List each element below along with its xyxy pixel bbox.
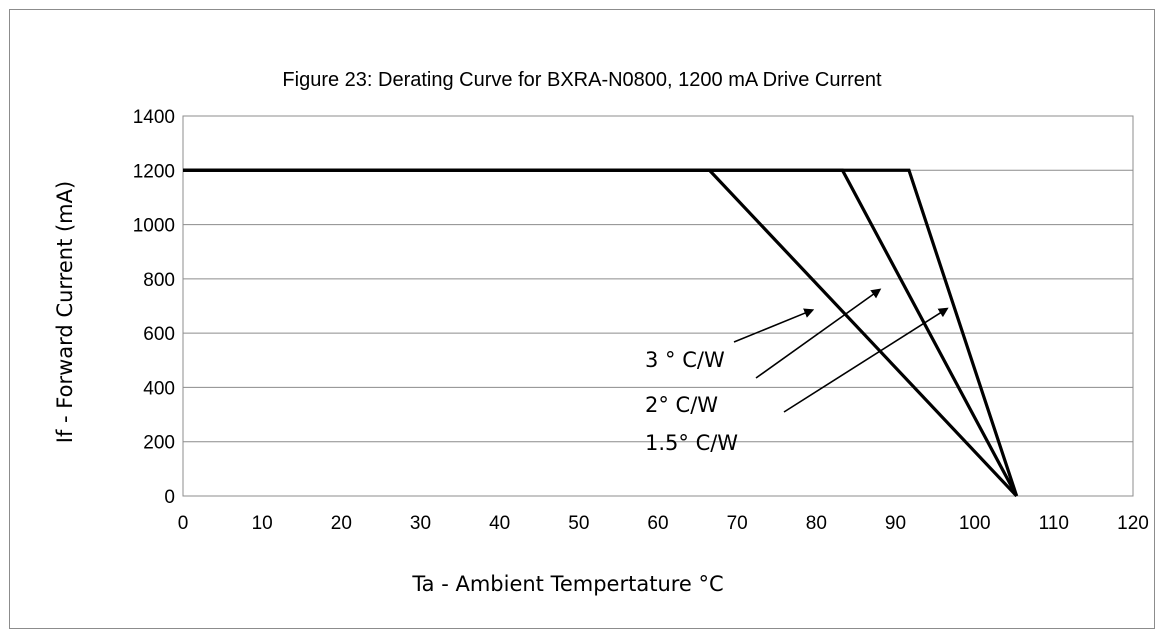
x-tick-label: 40	[489, 513, 510, 534]
chart-frame: Figure 23: Derating Curve for BXRA-N0800…	[9, 9, 1155, 629]
annotation-label: 1.5° C/W	[645, 431, 738, 455]
chart-title: Figure 23: Derating Curve for BXRA-N0800…	[282, 69, 882, 91]
annotation-arrow	[755, 288, 882, 379]
y-axis-title: If - Forward Current (mA)	[53, 181, 77, 443]
x-tick-labels: 0 10 20 30 40 50 60 70 80 90 100 110 120	[178, 513, 1149, 534]
x-tick-label: 30	[410, 513, 431, 534]
x-tick-label: 120	[1117, 513, 1149, 534]
y-tick-label: 600	[143, 324, 175, 345]
x-tick-label: 110	[1039, 513, 1069, 534]
x-tick-label: 0	[178, 513, 189, 534]
x-tick-label: 80	[806, 513, 827, 534]
plot-area	[182, 115, 1134, 497]
y-tick-label: 800	[143, 270, 175, 291]
y-tick-label: 1000	[133, 216, 175, 237]
chart-svg: Figure 23: Derating Curve for BXRA-N0800…	[53, 69, 1149, 596]
x-tick-label: 60	[647, 513, 668, 534]
annotation-label: 2° C/W	[645, 393, 718, 417]
x-tick-label: 50	[568, 513, 589, 534]
x-tick-label: 10	[252, 513, 273, 534]
y-tick-label: 1400	[133, 107, 175, 128]
y-tick-label: 1200	[133, 161, 175, 182]
y-tick-label: 400	[143, 378, 175, 399]
annotation-arrow	[783, 307, 949, 413]
x-tick-label: 20	[331, 513, 352, 534]
y-tick-label: 0	[164, 487, 175, 508]
annotation-label: 3 ° C/W	[645, 348, 725, 372]
x-tick-label: 90	[885, 513, 906, 534]
y-tick-label: 200	[143, 433, 175, 454]
series-line-2	[183, 168, 1019, 497]
x-axis-title: Ta - Ambient Tempertature °C	[411, 572, 723, 596]
series-layer	[183, 168, 1019, 498]
annotation-layer: 3 ° C/W 2° C/W 1.5° C/W	[645, 288, 949, 455]
y-tick-labels: 0 200 400 600 800 1000 1200 1400	[133, 107, 175, 508]
x-tick-label: 70	[727, 513, 748, 534]
x-tick-label: 100	[959, 513, 991, 534]
annotation-arrow	[733, 308, 815, 343]
